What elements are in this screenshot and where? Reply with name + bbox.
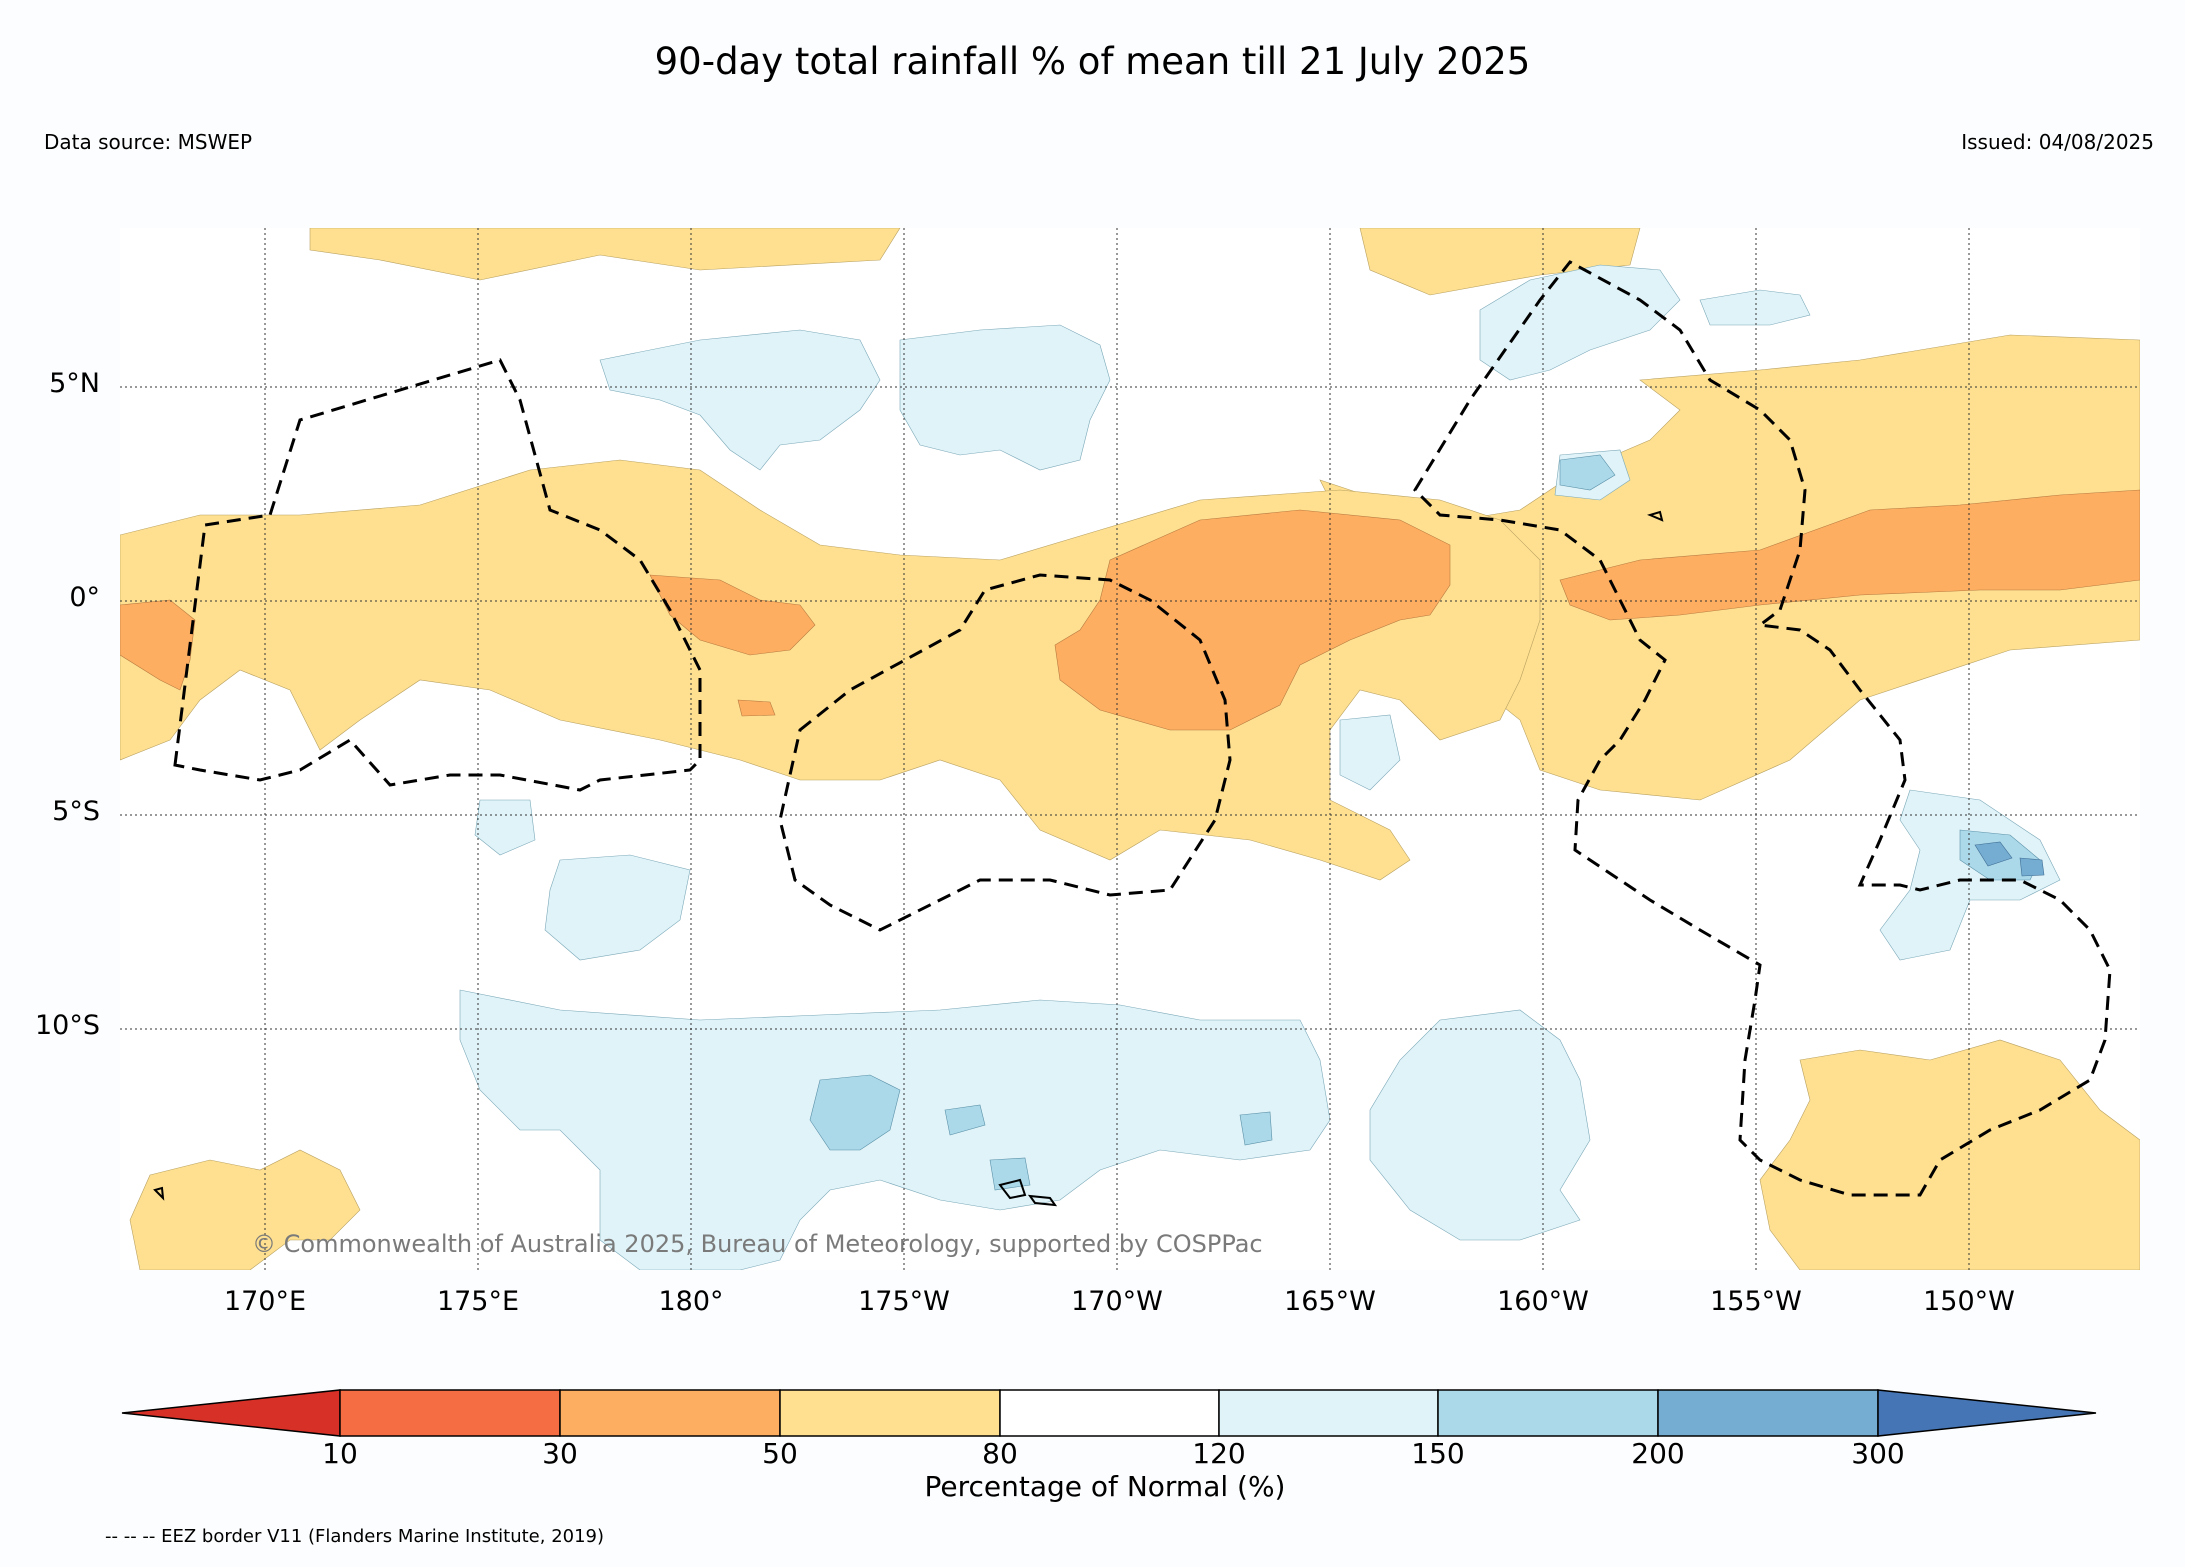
colorbar-tick-50: 50: [762, 1437, 798, 1470]
lat-label-10s: 10°S: [35, 1010, 100, 1041]
very-dry-region-3: [1054, 509, 1451, 731]
colorbar-tick-10: 10: [322, 1437, 358, 1470]
eez-borders: [173, 260, 2112, 1197]
lon-label-160w: 160°W: [1497, 1286, 1589, 1317]
colorbar-swatch-50-80: [779, 1389, 1001, 1437]
lat-label-5n: 5°N: [49, 368, 100, 399]
data-source-label: Data source: MSWEP: [44, 130, 253, 154]
lat-label-5s: 5°S: [52, 796, 100, 827]
wet-region-north-2: [899, 324, 1111, 471]
colorbar-tick-200: 200: [1631, 1437, 1685, 1470]
colorbar-title: Percentage of Normal (%): [924, 1470, 1286, 1503]
colorbar-swatch-below-10: [121, 1389, 341, 1437]
very-wet-region-3: [1559, 454, 1616, 491]
very-dry-region-4: [1559, 489, 2140, 621]
wet-region-mid-2: [474, 799, 536, 856]
lon-label-155w: 155°W: [1710, 1286, 1802, 1317]
very-wet-region-6: [1239, 1111, 1273, 1146]
copyright-watermark: © Commonwealth of Australia 2025, Bureau…: [252, 1230, 1263, 1258]
lon-label-175w: 175°W: [858, 1286, 950, 1317]
very-wet-region-4: [989, 1157, 1031, 1191]
eez-legend-note: -- -- -- EEZ border V11 (Flanders Marine…: [105, 1526, 605, 1547]
wet-region-south-large: [459, 989, 1331, 1270]
lon-label-165w: 165°W: [1284, 1286, 1376, 1317]
colorbar-tick-80: 80: [982, 1437, 1018, 1470]
wet-region-mid-1: [544, 854, 691, 961]
rainfall-anomaly-fields: [120, 228, 2140, 1270]
very-wet-region-1: [809, 1074, 901, 1151]
colorbar-swatch-120-150: [1218, 1389, 1439, 1437]
wet-region-north-1: [599, 329, 881, 471]
wet-region-east-2: [1339, 714, 1401, 791]
colorbar-tick-150: 150: [1411, 1437, 1465, 1470]
graticule: [120, 228, 2140, 1270]
island-outlines: [153, 510, 1664, 1207]
lon-label-175e: 175°E: [436, 1286, 520, 1317]
chart-title: 90-day total rainfall % of mean till 21 …: [654, 40, 1531, 83]
colorbar-swatch-30-50: [559, 1389, 781, 1437]
lon-label-150w: 150°W: [1923, 1286, 2015, 1317]
dry-region-southwest: [129, 1149, 361, 1270]
extreme-wet-region-2: [2019, 857, 2045, 877]
wet-region-north-4: [1699, 289, 1811, 326]
dry-region-north: [309, 228, 901, 281]
lon-label-170w: 170°W: [1071, 1286, 1163, 1317]
colorbar-swatch-10-30: [339, 1389, 561, 1437]
lon-label-170e: 170°E: [223, 1286, 307, 1317]
wet-region-east-1: [1879, 789, 2061, 961]
colorbar-swatch-80-120: [999, 1389, 1220, 1437]
colorbar-tick-30: 30: [542, 1437, 578, 1470]
colorbar-swatch-above-300: [1877, 1389, 2097, 1437]
very-wet-region-5: [944, 1104, 986, 1136]
colorbar-swatch-200-300: [1657, 1389, 1879, 1437]
colorbar-tick-120: 120: [1192, 1437, 1246, 1470]
lat-label-0: 0°: [69, 582, 100, 613]
lon-label-180: 180°: [658, 1286, 724, 1317]
issued-date-label: Issued: 04/08/2025: [1961, 130, 2154, 154]
extreme-wet-region: [1974, 841, 2013, 867]
colorbar-tick-300: 300: [1851, 1437, 1905, 1470]
dry-region-north-2: [1359, 228, 1641, 296]
wet-region-south-2: [1369, 1009, 1591, 1241]
very-dry-spot: [737, 699, 776, 717]
colorbar-swatch-150-200: [1437, 1389, 1659, 1437]
colorbar: [121, 1389, 2097, 1437]
